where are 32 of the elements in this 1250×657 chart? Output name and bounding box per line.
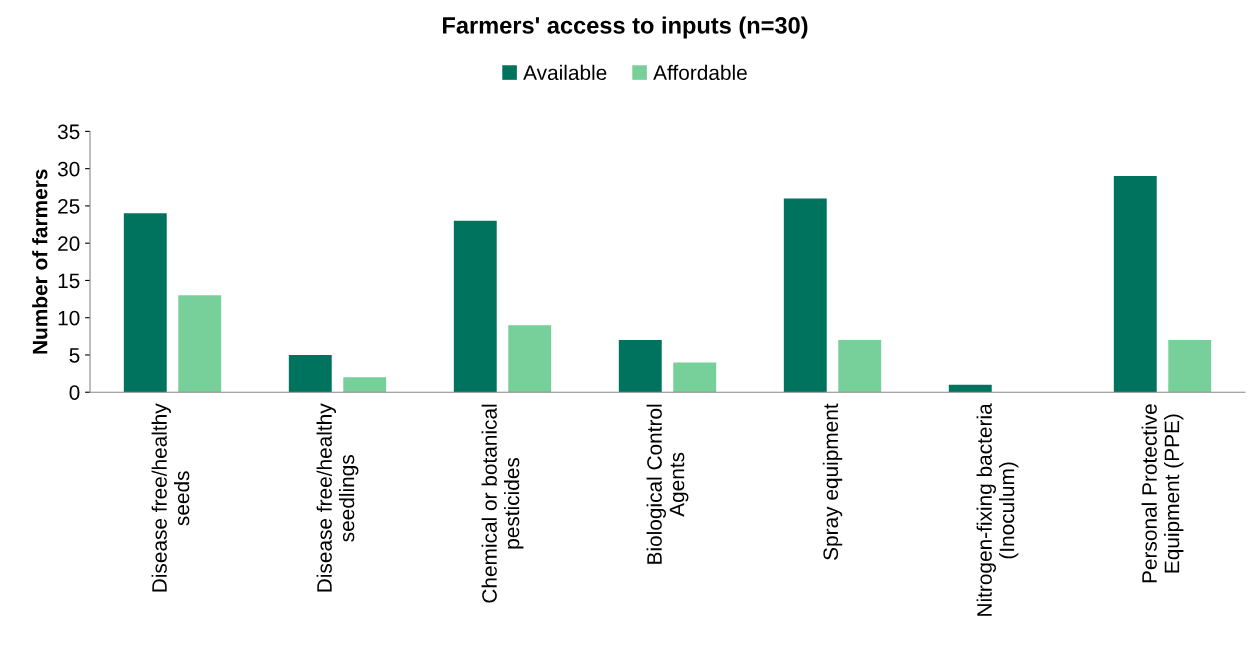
y-tick-label: 35 — [57, 124, 80, 140]
y-tick-label: 5 — [69, 348, 80, 363]
legend-label: Affordable — [653, 64, 747, 81]
chart-title: Farmers' access to inputs (n=30) — [443, 16, 808, 39]
bar — [123, 213, 167, 393]
bar — [343, 377, 387, 393]
y-tick-label: 10 — [58, 310, 80, 326]
bar — [673, 362, 717, 393]
bar — [618, 340, 662, 393]
bar — [1113, 176, 1157, 393]
x-tick-label: Disease free/healthy seeds — [151, 403, 190, 592]
x-tick-label: Disease free/healthy seedlings — [316, 403, 359, 592]
y-tick-label: 25 — [58, 198, 80, 214]
y-tick-label: 30 — [57, 161, 80, 177]
bar — [178, 295, 222, 393]
bar — [508, 325, 552, 393]
bar — [783, 198, 827, 393]
bar — [838, 340, 882, 393]
y-tick-label: 15 — [58, 273, 80, 289]
y-tick-label: 20 — [58, 236, 80, 251]
bar — [288, 354, 332, 393]
y-tick-label: 0 — [69, 385, 80, 400]
x-tick-label: Spray equipment — [822, 403, 843, 560]
legend-label: Available — [523, 64, 607, 81]
x-tick-label: Biological Control Agents — [646, 404, 689, 564]
bar — [1168, 340, 1212, 393]
y-axis-title: Number of farmers — [32, 169, 48, 354]
x-tick-label: Nitrogen-fixing bacteria (Inoculum) — [976, 403, 1019, 616]
bar — [453, 220, 497, 393]
x-tick-label: Chemical or botanical pesticides — [481, 404, 524, 603]
x-tick-label: Personal Protective Equipment (PPE) — [1141, 404, 1184, 583]
bar — [948, 384, 992, 393]
